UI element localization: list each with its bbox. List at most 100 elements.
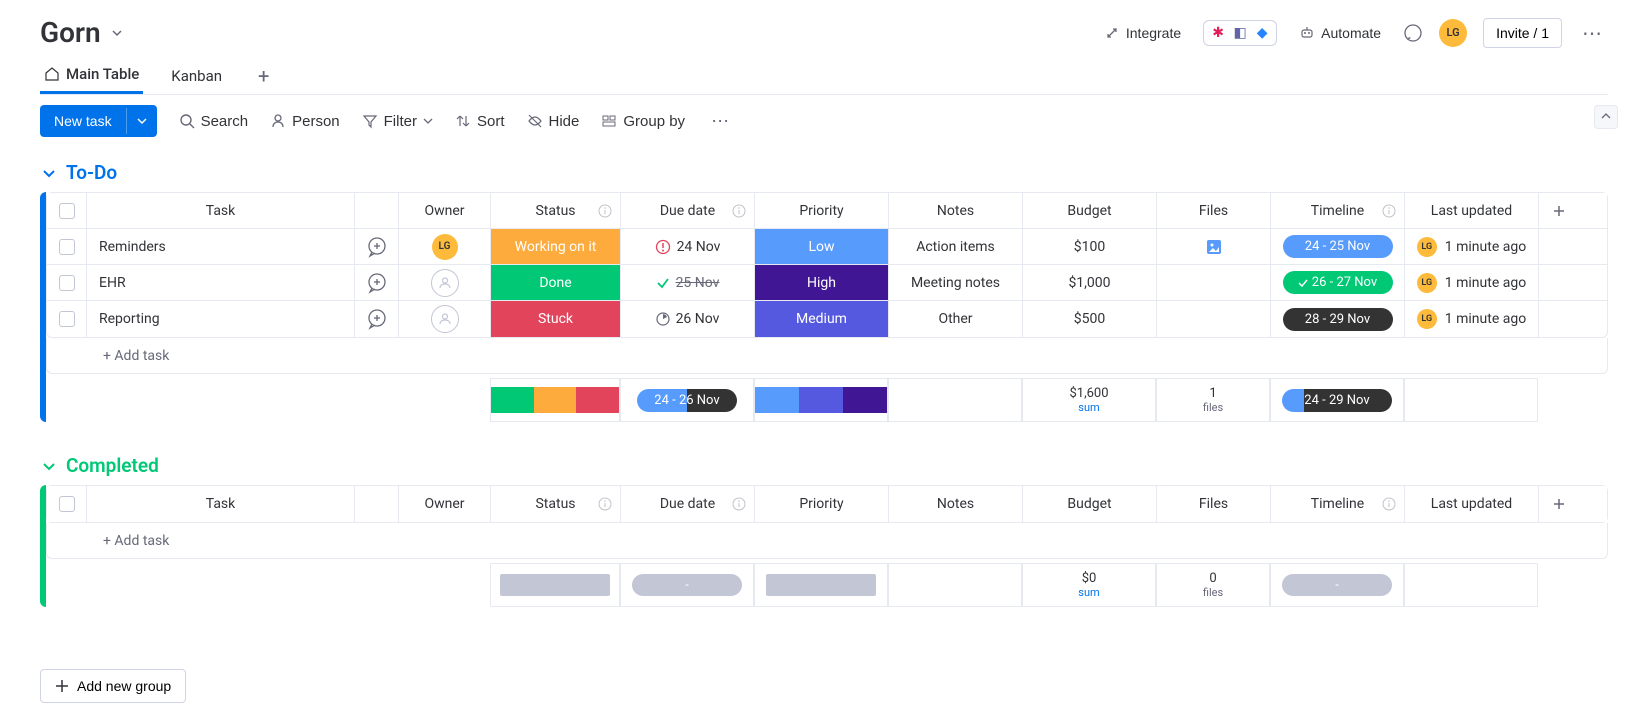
hide-button[interactable]: Hide <box>527 113 580 130</box>
owner-column-header[interactable]: Owner <box>399 193 491 228</box>
budget-column-header[interactable]: Budget <box>1023 486 1157 522</box>
budget-cell[interactable]: $100 <box>1023 229 1157 264</box>
toolbar-more-icon[interactable]: ⋯ <box>707 111 735 132</box>
files-cell[interactable] <box>1157 265 1271 300</box>
task-name[interactable]: Reporting <box>87 301 355 337</box>
budget-column-header[interactable]: Budget <box>1023 193 1157 228</box>
add-task-button[interactable]: + Add task <box>46 338 1608 374</box>
unassigned-icon <box>431 305 459 333</box>
integration-apps[interactable]: ✱ ◧ ◆ <box>1203 20 1277 46</box>
timeline-column-header[interactable]: Timeline <box>1271 193 1405 228</box>
check-icon <box>656 276 670 290</box>
tab-label: Main Table <box>66 65 139 83</box>
conversation-button[interactable] <box>355 229 399 264</box>
priority-column-header[interactable]: Priority <box>755 486 889 522</box>
timeline-cell[interactable]: 28 - 29 Nov <box>1271 301 1405 337</box>
priority-cell[interactable]: Low <box>755 229 889 264</box>
group-title[interactable]: To-Do <box>66 161 117 184</box>
budget-cell[interactable]: $1,000 <box>1023 265 1157 300</box>
status-column-header[interactable]: Status <box>491 486 621 522</box>
task-name[interactable]: Reminders <box>87 229 355 264</box>
automate-button[interactable]: Automate <box>1293 21 1387 45</box>
due-summary: - <box>620 563 754 607</box>
status-cell[interactable]: Working on it <box>491 229 621 264</box>
notes-cell[interactable]: Action items <box>889 229 1023 264</box>
due-column-header[interactable]: Due date <box>621 486 755 522</box>
chat-icon[interactable] <box>1403 23 1423 43</box>
user-avatar[interactable]: LG <box>1439 19 1467 47</box>
sort-button[interactable]: Sort <box>455 113 505 130</box>
tab-kanban[interactable]: Kanban <box>167 59 226 93</box>
files-column-header[interactable]: Files <box>1157 193 1271 228</box>
board-title[interactable]: Gorn <box>40 16 101 49</box>
priority-cell[interactable]: Medium <box>755 301 889 337</box>
table-row[interactable]: Reminders LG Working on it 24 Nov Low Ac… <box>47 229 1607 265</box>
due-cell[interactable]: 25 Nov <box>621 265 755 300</box>
timeline-cell[interactable]: 24 - 25 Nov <box>1271 229 1405 264</box>
notes-column-header[interactable]: Notes <box>889 486 1023 522</box>
files-column-header[interactable]: Files <box>1157 486 1271 522</box>
owner-cell[interactable]: LG <box>399 229 491 264</box>
new-task-dropdown[interactable] <box>126 108 157 134</box>
person-icon <box>270 113 286 129</box>
group-collapse-icon[interactable] <box>40 457 58 475</box>
owner-cell[interactable] <box>399 301 491 337</box>
add-column-button[interactable] <box>1539 486 1579 522</box>
table-row[interactable]: Reporting Stuck 26 Nov Medium Other $500… <box>47 301 1607 337</box>
filter-button[interactable]: Filter <box>362 113 433 130</box>
timeline-column-header[interactable]: Timeline <box>1271 486 1405 522</box>
notes-cell[interactable]: Other <box>889 301 1023 337</box>
group-by-button[interactable]: Group by <box>601 113 685 130</box>
add-tab-button[interactable]: + <box>250 64 277 88</box>
select-all-checkbox[interactable] <box>59 496 75 512</box>
more-options-icon[interactable]: ⋯ <box>1578 21 1608 45</box>
group-collapse-icon[interactable] <box>40 164 58 182</box>
updated-cell[interactable]: LG1 minute ago <box>1405 301 1539 337</box>
person-filter-button[interactable]: Person <box>270 113 340 130</box>
task-column-header[interactable]: Task <box>87 193 355 228</box>
updated-cell[interactable]: LG1 minute ago <box>1405 229 1539 264</box>
add-group-button[interactable]: Add new group <box>40 669 186 703</box>
new-task-button[interactable]: New task <box>40 105 157 137</box>
row-checkbox[interactable] <box>59 239 75 255</box>
integrate-button[interactable]: Integrate <box>1098 21 1187 45</box>
due-column-header[interactable]: Due date <box>621 193 755 228</box>
row-checkbox[interactable] <box>59 311 75 327</box>
due-cell[interactable]: 24 Nov <box>621 229 755 264</box>
row-checkbox[interactable] <box>59 275 75 291</box>
priority-cell[interactable]: High <box>755 265 889 300</box>
group-title[interactable]: Completed <box>66 454 159 477</box>
task-column-header[interactable]: Task <box>87 486 355 522</box>
notes-cell[interactable]: Meeting notes <box>889 265 1023 300</box>
chevron-down-icon[interactable] <box>111 27 123 39</box>
due-cell[interactable]: 26 Nov <box>621 301 755 337</box>
status-column-header[interactable]: Status <box>491 193 621 228</box>
invite-button[interactable]: Invite / 1 <box>1483 18 1562 48</box>
updated-column-header[interactable]: Last updated <box>1405 193 1539 228</box>
files-cell[interactable] <box>1157 301 1271 337</box>
notes-column-header[interactable]: Notes <box>889 193 1023 228</box>
add-task-button[interactable]: + Add task <box>46 523 1608 559</box>
conversation-button[interactable] <box>355 265 399 300</box>
search-button[interactable]: Search <box>179 113 249 130</box>
updated-cell[interactable]: LG1 minute ago <box>1405 265 1539 300</box>
owner-column-header[interactable]: Owner <box>399 486 491 522</box>
updated-column-header[interactable]: Last updated <box>1405 486 1539 522</box>
conversation-button[interactable] <box>355 301 399 337</box>
timeline-cell[interactable]: 26 - 27 Nov <box>1271 265 1405 300</box>
add-column-button[interactable] <box>1539 193 1579 228</box>
files-cell[interactable] <box>1157 229 1271 264</box>
owner-cell[interactable] <box>399 265 491 300</box>
status-cell[interactable]: Stuck <box>491 301 621 337</box>
info-icon <box>1382 497 1396 511</box>
collapse-toolbar-button[interactable] <box>1594 105 1618 129</box>
table-row[interactable]: EHR Done 25 Nov High Meeting notes $1,00… <box>47 265 1607 301</box>
tab-main-table[interactable]: Main Table <box>40 57 143 94</box>
select-all-checkbox[interactable] <box>59 203 75 219</box>
files-summary: 0 files <box>1156 563 1270 607</box>
status-cell[interactable]: Done <box>491 265 621 300</box>
due-summary: 24 - 26 Nov <box>620 378 754 422</box>
priority-column-header[interactable]: Priority <box>755 193 889 228</box>
budget-cell[interactable]: $500 <box>1023 301 1157 337</box>
task-name[interactable]: EHR <box>87 265 355 300</box>
